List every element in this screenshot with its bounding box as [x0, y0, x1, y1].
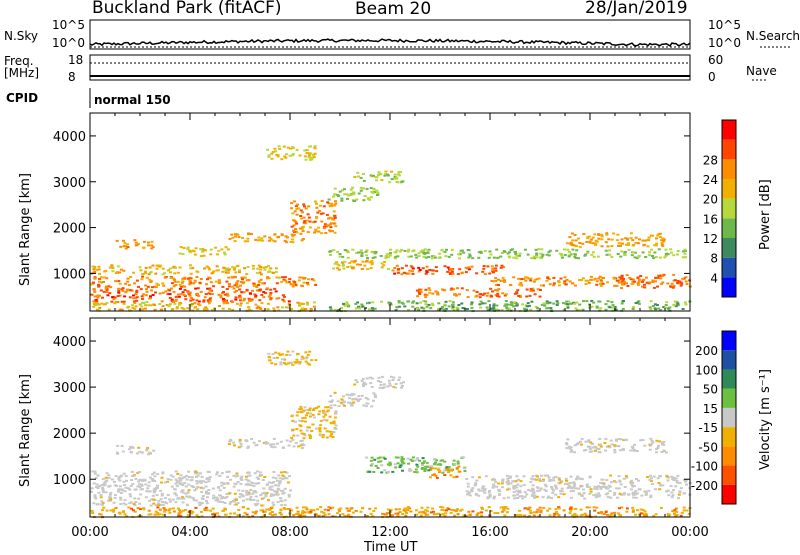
velocity-swatch: [722, 331, 736, 351]
power-colorbar-tick: 12: [703, 232, 718, 246]
velocity-colorbar-tick: -50: [698, 440, 718, 454]
nave-tick-bottom: 0: [708, 70, 716, 84]
freq-strip: [89, 54, 691, 81]
velocity-colorbar-tick: -200: [691, 479, 718, 493]
power-swatch: [722, 139, 736, 160]
freq-tick-top: 18: [68, 53, 84, 67]
x-axis-label: Time UT: [364, 540, 418, 555]
velocity-ytick-label: 3000: [53, 381, 86, 396]
power-swatch: [722, 159, 736, 179]
power-colorbar-frame: [721, 119, 737, 298]
nave-tick-top: 60: [708, 53, 724, 67]
velocity-ytick-label: 2000: [53, 427, 86, 442]
velocity-colorbar-tick: -15: [698, 421, 718, 435]
x-tick-label: 00:00: [671, 525, 708, 540]
power-colorbar-tick: 4: [710, 271, 718, 285]
x-tick-label: 08:00: [271, 525, 308, 540]
x-tick-label: 00:00: [71, 525, 108, 540]
velocity-swatch: [722, 350, 736, 370]
velocity-swatch: [722, 388, 736, 408]
velocity-ylabel: Slant Range [km]: [18, 374, 33, 487]
power-colorbar-tick: 24: [703, 173, 718, 187]
power-ylabel: Slant Range [km]: [18, 173, 33, 286]
velocity-swatch: [722, 484, 736, 504]
nsky-line: [89, 38, 691, 47]
cpid-label: CPID: [6, 91, 39, 105]
freq-tick-bottom: 8: [68, 70, 76, 84]
power-swatch: [722, 218, 736, 238]
nsky-strip: [89, 19, 691, 50]
beam-label: Beam 20: [355, 0, 432, 19]
power-swatch: [722, 198, 736, 219]
velocity-colorbar-tick: -100: [691, 460, 718, 474]
nsearch-tick-top: 10^5: [708, 18, 741, 32]
freq-label: Freq.: [4, 54, 34, 68]
x-tick-label: 16:00: [471, 525, 508, 540]
power-ytick-label: 4000: [53, 130, 86, 145]
power-swatch: [722, 277, 736, 297]
x-tick-label: 12:00: [371, 525, 408, 540]
velocity-colorbar-tick: 100: [695, 363, 718, 377]
velocity-swatch: [722, 465, 736, 485]
nsearch-label: N.Search: [746, 29, 800, 43]
power-swatch: [722, 120, 736, 140]
station-title: Buckland Park (fitACF): [92, 0, 282, 18]
cpid-value: normal 150: [94, 93, 171, 107]
power-colorbar-label: Power [dB]: [758, 179, 773, 250]
x-tick-label: 04:00: [171, 525, 208, 540]
power-ytick-label: 3000: [53, 176, 86, 191]
velocity-colorbar-tick: 50: [703, 383, 718, 397]
velocity-ytick-label: 1000: [53, 473, 86, 488]
nave-label: Nave: [746, 64, 777, 78]
velocity-colorbar-frame: [721, 330, 737, 505]
power-swatch: [722, 257, 736, 278]
nsky-tick-top: 10^5: [52, 18, 85, 32]
power-colorbar-tick: 28: [703, 153, 718, 167]
velocity-swatch: [722, 446, 736, 466]
velocity-swatch: [722, 369, 736, 389]
nsky-tick-bottom: 10^0: [52, 36, 85, 50]
velocity-cells: [90, 350, 692, 519]
power-colorbar-tick: 8: [710, 252, 718, 266]
x-tick-label: 20:00: [571, 525, 608, 540]
freq-unit-label: [MHz]: [4, 66, 40, 80]
power-colorbar-tick: 16: [703, 212, 718, 226]
power-cells: [90, 145, 692, 313]
velocity-swatch: [722, 407, 736, 428]
date-label: 28/Jan/2019: [585, 0, 688, 18]
velocity-ytick-label: 4000: [53, 335, 86, 350]
velocity-colorbar-tick: 15: [703, 402, 718, 416]
power-ytick-label: 1000: [53, 267, 86, 282]
velocity-swatch: [722, 427, 736, 447]
nsky-label: N.Sky: [4, 29, 39, 43]
power-swatch: [722, 238, 736, 258]
power-ytick-label: 2000: [53, 222, 86, 237]
velocity-colorbar-tick: 200: [695, 344, 718, 358]
power-colorbar-tick: 20: [703, 193, 718, 207]
velocity-colorbar-label: Velocity [m s⁻¹]: [758, 369, 773, 470]
nsearch-tick-bottom: 10^0: [708, 36, 741, 50]
power-swatch: [722, 179, 736, 199]
